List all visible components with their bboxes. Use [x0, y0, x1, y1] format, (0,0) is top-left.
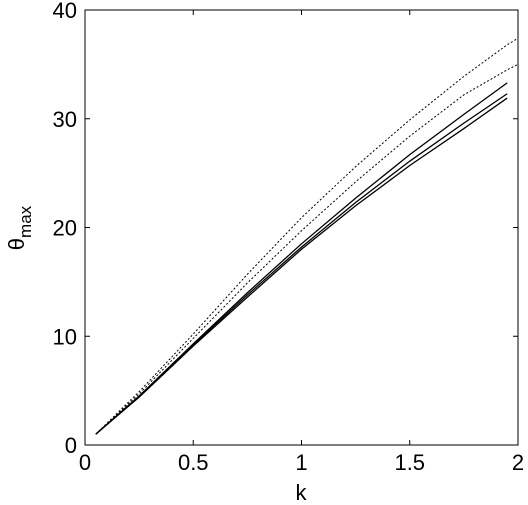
y-tick-label: 40 — [53, 0, 77, 23]
x-tick-label: 0 — [79, 450, 91, 475]
series-line — [95, 93, 508, 435]
y-tick-label: 30 — [53, 107, 77, 132]
x-axis-label: k — [296, 480, 308, 505]
series-line — [95, 37, 519, 435]
series-line — [95, 97, 508, 435]
y-axis-label-main: θ — [4, 238, 29, 250]
y-axis-label-sub: max — [16, 205, 35, 238]
y-tick-label: 0 — [65, 433, 77, 458]
x-tick-label: 1 — [295, 450, 307, 475]
y-tick-label: 20 — [53, 216, 77, 241]
x-tick-label: 1.5 — [394, 450, 425, 475]
series-line — [95, 63, 519, 435]
x-tick-label: 2 — [512, 450, 524, 475]
y-tick-label: 10 — [53, 324, 77, 349]
x-tick-label: 0.5 — [178, 450, 209, 475]
y-axis-label: θmax — [4, 205, 35, 250]
